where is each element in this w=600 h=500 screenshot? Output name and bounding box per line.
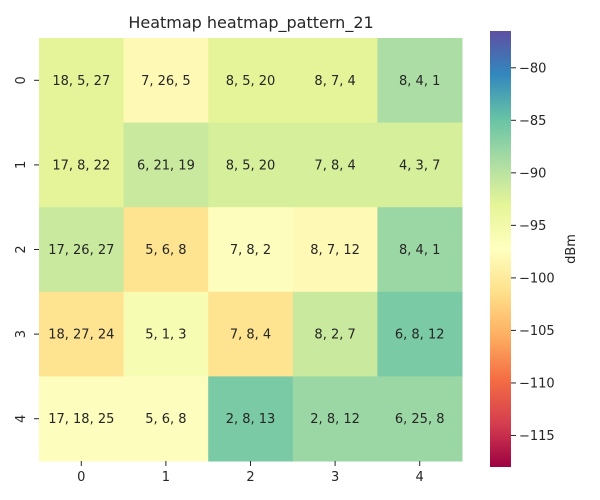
y-tick-label: 1 bbox=[14, 161, 29, 169]
cell-label: 17, 26, 27 bbox=[48, 243, 114, 258]
heatmap-cell bbox=[123, 207, 209, 293]
heatmap-cell bbox=[39, 122, 125, 208]
cell-label: 5, 6, 8 bbox=[145, 412, 186, 427]
x-tick-label: 2 bbox=[246, 470, 254, 485]
cell-label: 8, 4, 1 bbox=[399, 74, 440, 89]
cell-label: 6, 25, 8 bbox=[395, 412, 445, 427]
x-tick-label: 0 bbox=[77, 470, 85, 485]
heatmap-cell bbox=[292, 122, 378, 208]
y-tick-label: 3 bbox=[14, 330, 29, 338]
cell-label: 8, 7, 12 bbox=[310, 243, 360, 258]
y-tick-label: 2 bbox=[14, 245, 29, 253]
heatmap-cell bbox=[123, 122, 209, 208]
heatmap-cell bbox=[123, 376, 209, 462]
colorbar-tick-label: −110 bbox=[519, 376, 555, 391]
colorbar bbox=[490, 31, 511, 467]
x-tick-label: 3 bbox=[331, 470, 339, 485]
cell-label: 4, 3, 7 bbox=[399, 158, 440, 173]
cell-label: 7, 8, 2 bbox=[230, 243, 271, 258]
cell-label: 17, 18, 25 bbox=[48, 412, 114, 427]
heatmap-cells: 18, 5, 27 7, 26, 5 8, 5, 20 8, 7, 4 8, 4, 1 1… bbox=[39, 38, 463, 462]
heatmap-cell bbox=[292, 376, 378, 462]
cell-label: 8, 2, 7 bbox=[314, 328, 355, 343]
heatmap-cell bbox=[377, 376, 463, 462]
heatmap-cell bbox=[39, 376, 125, 462]
heatmap-cell bbox=[208, 291, 294, 377]
colorbar-tick-label: −100 bbox=[519, 271, 555, 286]
x-tick-label: 4 bbox=[416, 470, 424, 485]
x-axis: 0 1 2 3 4 bbox=[77, 461, 424, 485]
colorbar-tick-label: −80 bbox=[519, 61, 546, 76]
chart-title: Heatmap heatmap_pattern_21 bbox=[128, 13, 373, 33]
colorbar-tick-label: −95 bbox=[519, 219, 546, 234]
heatmap-cell bbox=[292, 207, 378, 293]
heatmap-cell bbox=[208, 122, 294, 208]
cell-label: 7, 8, 4 bbox=[230, 328, 271, 343]
cell-label: 5, 1, 3 bbox=[145, 328, 186, 343]
cell-label: 8, 4, 1 bbox=[399, 243, 440, 258]
colorbar-tick-label: −90 bbox=[519, 166, 546, 181]
heatmap-cell bbox=[292, 291, 378, 377]
cell-label: 6, 8, 12 bbox=[395, 328, 445, 343]
heatmap-cell bbox=[39, 38, 125, 124]
heatmap-cell bbox=[377, 291, 463, 377]
heatmap-cell bbox=[208, 376, 294, 462]
y-tick-label: 4 bbox=[14, 415, 29, 423]
heatmap-cell bbox=[123, 291, 209, 377]
cell-label: 17, 8, 22 bbox=[52, 158, 110, 173]
cell-label: 18, 5, 27 bbox=[52, 74, 110, 89]
cell-label: 8, 5, 20 bbox=[226, 74, 276, 89]
cell-label: 2, 8, 13 bbox=[226, 412, 276, 427]
cell-label: 8, 7, 4 bbox=[314, 74, 355, 89]
cell-label: 6, 21, 19 bbox=[137, 158, 195, 173]
heatmap-cell bbox=[39, 291, 125, 377]
colorbar-axis: −80 −85 −90 −95 −100 −105 −110 −115 bbox=[511, 61, 555, 444]
cell-label: 18, 27, 24 bbox=[48, 328, 114, 343]
heatmap-cell bbox=[377, 207, 463, 293]
cell-label: 7, 26, 5 bbox=[141, 74, 191, 89]
cell-label: 2, 8, 12 bbox=[310, 412, 360, 427]
y-axis: 0 1 2 3 4 bbox=[14, 76, 39, 423]
x-tick-label: 1 bbox=[162, 470, 170, 485]
heatmap-cell bbox=[377, 38, 463, 124]
heatmap-cell bbox=[123, 38, 209, 124]
cell-label: 8, 5, 20 bbox=[226, 158, 276, 173]
heatmap-cell bbox=[39, 207, 125, 293]
heatmap-cell bbox=[377, 122, 463, 208]
heatmap-cell bbox=[208, 207, 294, 293]
colorbar-tick-label: −105 bbox=[519, 324, 555, 339]
heatmap-cell bbox=[292, 38, 378, 124]
y-tick-label: 0 bbox=[14, 76, 29, 84]
colorbar-tick-label: −115 bbox=[519, 429, 555, 444]
cell-label: 7, 8, 4 bbox=[314, 158, 355, 173]
colorbar-label: dBm bbox=[564, 234, 579, 264]
heatmap-cell bbox=[208, 38, 294, 124]
cell-label: 5, 6, 8 bbox=[145, 243, 186, 258]
colorbar-tick-label: −85 bbox=[519, 114, 546, 129]
